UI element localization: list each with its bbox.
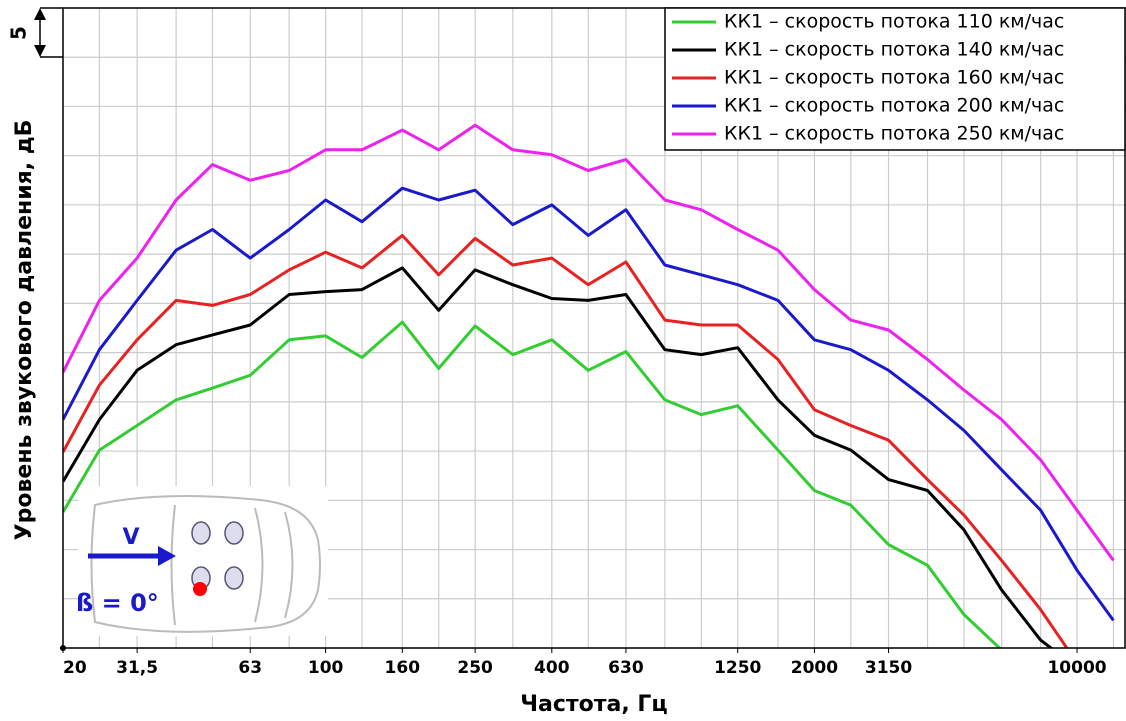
x-tick-label: 400 (534, 658, 570, 678)
series-line (63, 186, 1115, 622)
series-line (63, 266, 1054, 648)
x-tick-label: 10000 (1047, 658, 1106, 678)
x-tick-label: 2000 (791, 658, 838, 678)
y-axis-title: Уровень звукового давления, дБ (12, 120, 37, 541)
scale-arrow (34, 8, 46, 20)
velocity-arrow-head (158, 546, 176, 566)
x-tick-label: 100 (308, 658, 344, 678)
x-tick-label: 250 (457, 658, 493, 678)
x-tick-label: 3150 (865, 658, 912, 678)
scale-label: 5 (7, 26, 31, 40)
legend-box (664, 7, 1126, 151)
x-tick-label: 20 (63, 658, 87, 678)
x-tick-label: 63 (238, 658, 262, 678)
plot-frame (62, 7, 1126, 649)
velocity-label: V (122, 525, 139, 550)
series-line (63, 123, 1115, 562)
x-tick-label: 160 (385, 658, 421, 678)
legend-label: КК1 – скорость потока 140 км/час (724, 39, 1064, 61)
mic-point (193, 582, 207, 596)
series-line (63, 233, 1069, 648)
legend-label: КК1 – скорость потока 250 км/час (724, 123, 1064, 145)
x-tick-label: 31,5 (116, 658, 158, 678)
series-line (63, 320, 1002, 648)
legend-label: КК1 – скорость потока 200 км/час (724, 95, 1064, 117)
car-inset (78, 486, 328, 636)
legend-label: КК1 – скорость потока 110 км/час (724, 11, 1064, 33)
lines (63, 123, 1115, 648)
scale-arrow (34, 45, 46, 57)
x-tick-label: 1250 (714, 658, 761, 678)
angle-label: ß = 0° (76, 589, 159, 617)
x-tick-label: 630 (608, 658, 644, 678)
x-axis-title: Частота, Гц (520, 692, 667, 717)
legend-label: КК1 – скорость потока 160 км/час (724, 67, 1064, 89)
